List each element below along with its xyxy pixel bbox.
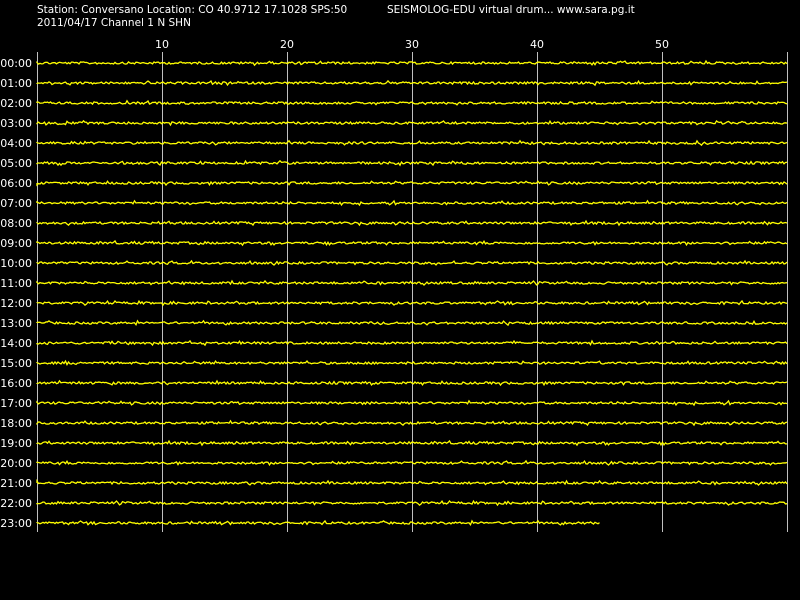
row-label-1600: 16:00 — [0, 377, 32, 390]
x-tick-label: 20 — [280, 38, 294, 51]
row-label-0300: 03:00 — [0, 117, 32, 130]
row-label-0800: 08:00 — [0, 217, 32, 230]
tick-label-layer: 10 20 30 40 50 — [155, 38, 669, 51]
trace-1200 — [36, 299, 788, 307]
row-label-2300: 23:00 — [0, 517, 32, 530]
trace-0700 — [36, 199, 788, 207]
trace-1700 — [36, 399, 788, 407]
row-label-1700: 17:00 — [0, 397, 32, 410]
trace-0000 — [36, 59, 788, 67]
row-label-1400: 14:00 — [0, 337, 32, 350]
trace-0100 — [36, 79, 788, 87]
row-label-1300: 13:00 — [0, 317, 32, 330]
row-label-1500: 15:00 — [0, 357, 32, 370]
trace-1000 — [36, 259, 788, 266]
row-label-0500: 05:00 — [0, 157, 32, 170]
trace-2100 — [36, 478, 788, 486]
row-label-2100: 21:00 — [0, 477, 32, 490]
row-label-0900: 09:00 — [0, 237, 32, 250]
trace-2000 — [36, 459, 788, 467]
x-tick-label: 10 — [155, 38, 169, 51]
row-label-1000: 10:00 — [0, 257, 32, 270]
row-label-1800: 18:00 — [0, 417, 32, 430]
trace-1500 — [36, 359, 788, 366]
trace-0400 — [36, 139, 788, 147]
row-label-0600: 06:00 — [0, 177, 32, 190]
trace-0600 — [36, 180, 788, 187]
row-label-0100: 01:00 — [0, 77, 32, 90]
trace-0900 — [36, 239, 788, 247]
row-label-2200: 22:00 — [0, 497, 32, 510]
trace-0300 — [36, 119, 788, 127]
trace-1800 — [36, 419, 788, 427]
row-label-1900: 19:00 — [0, 437, 32, 450]
trace-0200 — [36, 99, 788, 106]
x-tick-label: 50 — [655, 38, 669, 51]
trace-1900 — [36, 439, 788, 447]
trace-1100 — [36, 279, 788, 286]
trace-layer — [36, 59, 788, 527]
trace-1300 — [36, 319, 788, 327]
row-label-0000: 00:00 — [0, 57, 32, 70]
grid-layer — [37, 52, 788, 532]
app-title: SEISMOLOG-EDU virtual drum... www.sara.p… — [387, 4, 635, 16]
trace-0800 — [36, 219, 788, 227]
trace-0500 — [36, 159, 788, 167]
row-label-0400: 04:00 — [0, 137, 32, 150]
station-info: Station: Conversano Location: CO 40.9712… — [37, 4, 348, 16]
row-label-2000: 20:00 — [0, 457, 32, 470]
trace-1600 — [36, 379, 788, 387]
x-tick-label: 40 — [530, 38, 544, 51]
row-label-0700: 07:00 — [0, 197, 32, 210]
row-label-0200: 02:00 — [0, 97, 32, 110]
row-label-1100: 11:00 — [0, 277, 32, 290]
x-tick-label: 30 — [405, 38, 419, 51]
date-channel-info: 2011/04/17 Channel 1 N SHN — [37, 17, 191, 29]
row-label-layer: 00:00 01:00 02:00 03:00 04:00 05:00 06:00 07:00… — [0, 57, 32, 530]
row-label-1200: 12:00 — [0, 297, 32, 310]
trace-2200 — [36, 499, 788, 507]
trace-2300 — [36, 519, 600, 527]
trace-1400 — [36, 339, 788, 347]
